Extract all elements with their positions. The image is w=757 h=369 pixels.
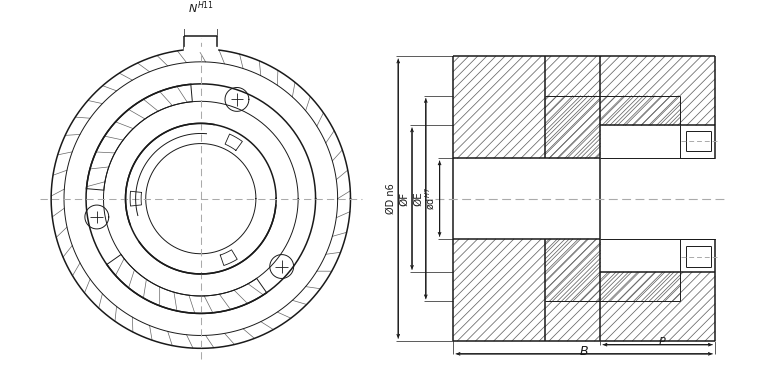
Text: B: B <box>580 345 588 358</box>
Text: P: P <box>659 337 665 347</box>
Text: ød$^{H7}$: ød$^{H7}$ <box>423 187 437 210</box>
Bar <box>184 47 217 51</box>
Text: ØD n6: ØD n6 <box>385 183 395 214</box>
Text: ØE: ØE <box>413 191 423 206</box>
Text: $N^{H11}$: $N^{H11}$ <box>188 0 214 16</box>
Text: ØF: ØF <box>399 192 410 206</box>
